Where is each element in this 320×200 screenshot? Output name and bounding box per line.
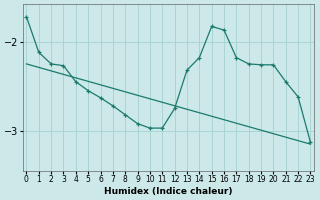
X-axis label: Humidex (Indice chaleur): Humidex (Indice chaleur) — [104, 187, 233, 196]
